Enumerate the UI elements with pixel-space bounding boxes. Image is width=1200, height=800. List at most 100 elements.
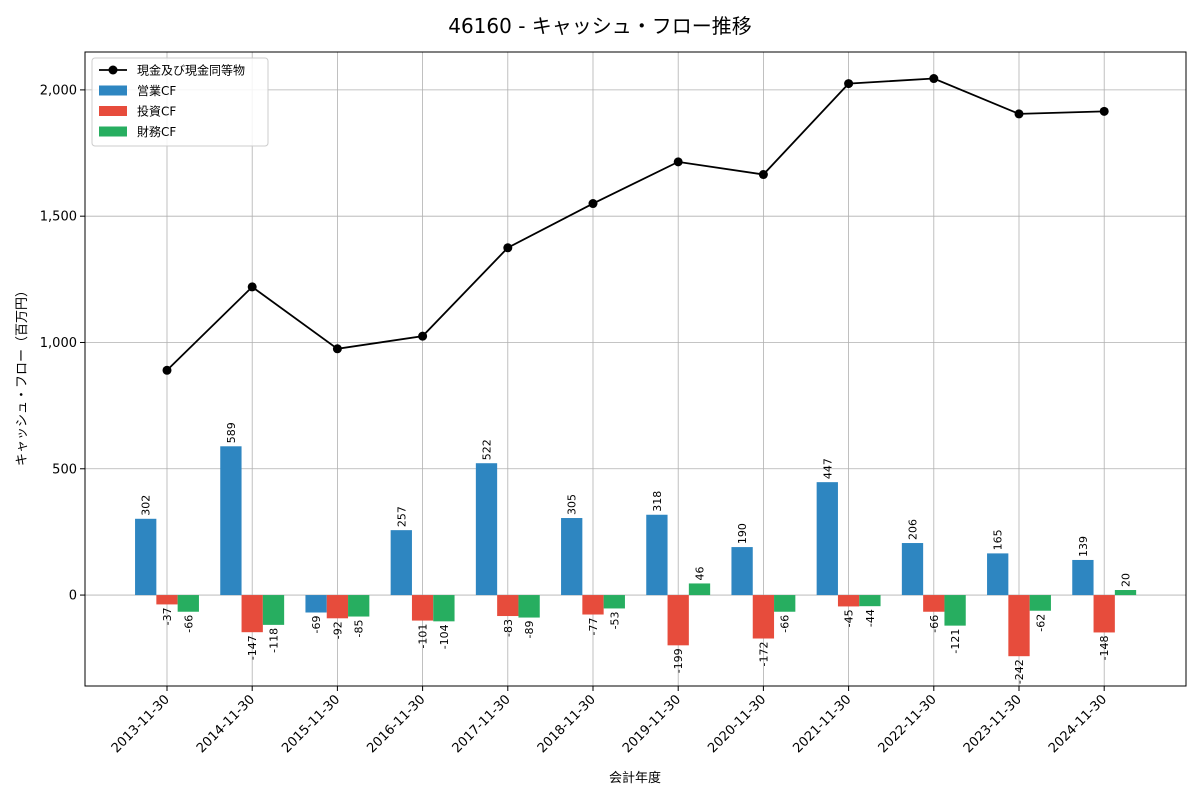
cash-point	[332, 344, 342, 354]
bar-value-label: -85	[353, 620, 366, 638]
bar-value-label: -121	[949, 629, 962, 654]
bar-operating	[390, 530, 412, 596]
bar-value-label: -45	[843, 609, 856, 627]
bar-operating	[987, 553, 1009, 596]
cash-point	[673, 157, 683, 167]
legend-label: 営業CF	[137, 84, 176, 98]
bar-investing	[667, 595, 689, 646]
x-tick-label: 2022-11-30	[876, 692, 940, 756]
bar-value-label: 46	[694, 566, 707, 580]
bar-value-label: 522	[481, 439, 494, 460]
y-tick-label: 1,500	[40, 210, 77, 225]
bar-investing	[582, 595, 604, 615]
cash-point	[418, 331, 428, 341]
bar-value-label: -44	[864, 609, 877, 627]
bar-financing	[348, 595, 370, 617]
cash-point	[929, 74, 939, 84]
bar-financing	[774, 595, 796, 612]
bar-value-label: 302	[140, 495, 153, 516]
bar-investing	[497, 595, 519, 617]
bar-value-label: 20	[1120, 573, 1133, 587]
bar-investing	[1008, 595, 1030, 657]
bar-value-label: -147	[246, 635, 259, 660]
x-tick-label: 2024-11-30	[1046, 692, 1110, 756]
bar-financing	[518, 595, 540, 618]
plot-frame	[84, 51, 1187, 687]
x-tick-label: 2014-11-30	[194, 692, 258, 756]
bar-value-label: -118	[268, 628, 281, 653]
x-tick-label: 2015-11-30	[279, 692, 343, 756]
bar-value-label: 589	[225, 422, 238, 443]
bar-financing	[603, 595, 625, 609]
bar-operating	[1072, 559, 1094, 596]
bar-value-label: -62	[1034, 614, 1047, 632]
bar-investing	[326, 595, 349, 619]
cash-line	[166, 77, 1105, 371]
bar-value-label: 190	[736, 523, 749, 544]
bar-operating	[305, 595, 327, 613]
bar-value-label: -101	[417, 624, 430, 649]
bar-value-label: 165	[992, 529, 1005, 550]
bar-value-label: -199	[672, 648, 685, 673]
legend-swatch	[99, 126, 127, 137]
bar-value-label: -66	[928, 615, 941, 633]
x-tick-label: 2017-11-30	[450, 692, 514, 756]
bar-value-label: -89	[523, 621, 536, 639]
bars-layer	[135, 446, 1137, 657]
legend-label: 投資CF	[137, 104, 176, 119]
y-axis-ticks: 0 500 1,000 1,500 2,000	[40, 83, 85, 604]
bar-value-label: 305	[566, 494, 579, 515]
bar-value-label: 257	[395, 506, 408, 527]
bar-investing	[837, 595, 860, 607]
grid-lines	[85, 52, 1186, 686]
bar-financing	[1029, 595, 1051, 611]
bar-value-label: -66	[182, 615, 195, 633]
bar-value-label: -104	[438, 624, 451, 649]
y-tick-label: 0	[69, 589, 77, 604]
bar-financing	[1114, 590, 1137, 596]
legend-marker	[108, 65, 118, 75]
x-tick-label: 2023-11-30	[961, 692, 1025, 756]
cash-point	[503, 243, 513, 253]
cash-point	[1099, 106, 1109, 116]
bar-financing	[433, 595, 455, 622]
bar-value-label: -92	[331, 621, 344, 639]
bar-value-label: -242	[1013, 659, 1026, 684]
y-tick-label: 500	[52, 462, 77, 477]
cash-point	[588, 199, 598, 209]
cash-point	[1014, 109, 1024, 119]
x-axis-label: 会計年度	[609, 770, 661, 786]
x-tick-label: 2018-11-30	[535, 692, 599, 756]
bar-value-label: -53	[608, 611, 621, 629]
bar-investing	[752, 595, 775, 639]
bar-value-label: -77	[587, 618, 600, 636]
bar-financing	[688, 583, 711, 596]
y-tick-label: 2,000	[40, 83, 77, 98]
bar-financing	[262, 595, 285, 625]
x-tick-label: 2019-11-30	[620, 692, 684, 756]
bar-investing	[411, 595, 434, 621]
bar-value-label: -66	[779, 615, 792, 633]
y-axis-label: キャッシュ・フロー（百万円）	[15, 284, 30, 466]
legend-box	[91, 57, 269, 147]
bar-operating	[901, 543, 924, 596]
bar-value-label: -83	[502, 619, 515, 637]
x-tick-label: 2021-11-30	[790, 692, 854, 756]
bar-value-label: -148	[1098, 635, 1111, 660]
cash-point	[247, 282, 257, 292]
bar-financing	[944, 595, 966, 626]
x-axis-ticks: 2013-11-30 2014-11-30 2015-11-30 2016-11-30…	[109, 686, 1110, 756]
x-tick-label: 2016-11-30	[364, 692, 428, 756]
bar-value-label: -37	[161, 607, 174, 625]
bar-operating	[561, 518, 583, 596]
bar-operating	[220, 446, 242, 596]
bar-operating	[646, 514, 668, 596]
legend-label: 現金及び現金同等物	[137, 63, 245, 78]
bar-operating	[135, 518, 157, 596]
legend-label: 財務CF	[137, 124, 176, 139]
legend-swatch	[99, 85, 127, 96]
bar-value-label: 206	[907, 519, 920, 540]
